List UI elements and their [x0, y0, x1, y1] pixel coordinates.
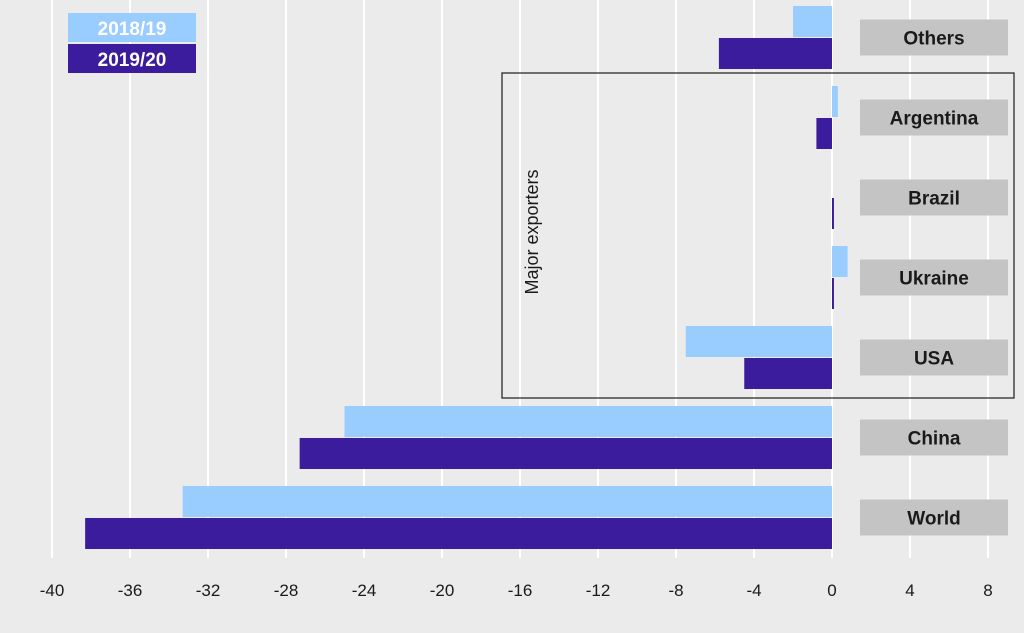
- category-label-usa: USA: [914, 349, 954, 370]
- tick-label-12: -12: [586, 581, 611, 600]
- bar-world-2019-20: [85, 518, 832, 549]
- legend-label-2018-19: 2018/19: [98, 19, 167, 40]
- bar-ukraine-2019-20: [832, 278, 834, 309]
- category-label-argentina: Argentina: [890, 109, 979, 130]
- category-box-ukraine: [860, 259, 1008, 296]
- legend-label-2019-20: 2019/20: [98, 50, 167, 71]
- grid-lines: [51, 0, 989, 558]
- bar-china-2018-19: [344, 406, 832, 437]
- major-exporters-label: Major exporters: [522, 169, 542, 294]
- category-label-china: China: [908, 429, 961, 450]
- tick-label-40: -40: [40, 581, 65, 600]
- tick-label-8: 8: [983, 581, 992, 600]
- tick-label-32: -32: [196, 581, 221, 600]
- tick-label-20: -20: [430, 581, 455, 600]
- category-label-others: Others: [903, 29, 964, 50]
- category-label-ukraine: Ukraine: [899, 269, 969, 290]
- bar-argentina-2019-20: [816, 118, 832, 149]
- legend-swatch-2018-19: [68, 13, 196, 42]
- tick-label-4: 4: [905, 581, 914, 600]
- bar-others-2018-19: [793, 6, 832, 37]
- category-box-usa: [860, 339, 1008, 376]
- legend-swatch-2019-20: [68, 44, 196, 73]
- bar-ukraine-2018-19: [832, 246, 848, 277]
- x-axis-ticks: -40 -36 -32 -28 -24 -20 -16 -12 -8 -4 0 4 8: [40, 581, 993, 600]
- bar-others-2019-20: [718, 38, 832, 69]
- tick-label-4: -4: [746, 581, 761, 600]
- bar-argentina-2018-19: [832, 86, 838, 117]
- category-box-others: [860, 19, 1008, 56]
- category-box-argentina: [860, 99, 1008, 136]
- category-box-world: [860, 499, 1008, 536]
- category-box-china: [860, 419, 1008, 456]
- tick-label-36: -36: [118, 581, 143, 600]
- major-exporters-box: [501, 72, 1015, 399]
- tick-label-0: 0: [827, 581, 836, 600]
- category-labels: Others Argentina Brazil Ukraine USA China Worl…: [860, 19, 1008, 536]
- bar-brazil-2019-20: [832, 198, 834, 229]
- bars: [85, 6, 848, 549]
- category-label-brazil: Brazil: [908, 189, 960, 210]
- group-annotation: Major exporters: [501, 72, 1015, 399]
- category-label-world: World: [907, 509, 960, 530]
- bar-world-2018-19: [182, 486, 832, 517]
- tick-label-28: -28: [274, 581, 299, 600]
- tick-label-24: -24: [352, 581, 377, 600]
- category-box-brazil: [860, 179, 1008, 216]
- legend: 2018/19 2019/20: [68, 13, 196, 73]
- bar-usa-2019-20: [744, 358, 832, 389]
- tick-label-8: -8: [668, 581, 683, 600]
- bar-china-2019-20: [299, 438, 832, 469]
- bar-usa-2018-19: [685, 326, 832, 357]
- tick-label-16: -16: [508, 581, 533, 600]
